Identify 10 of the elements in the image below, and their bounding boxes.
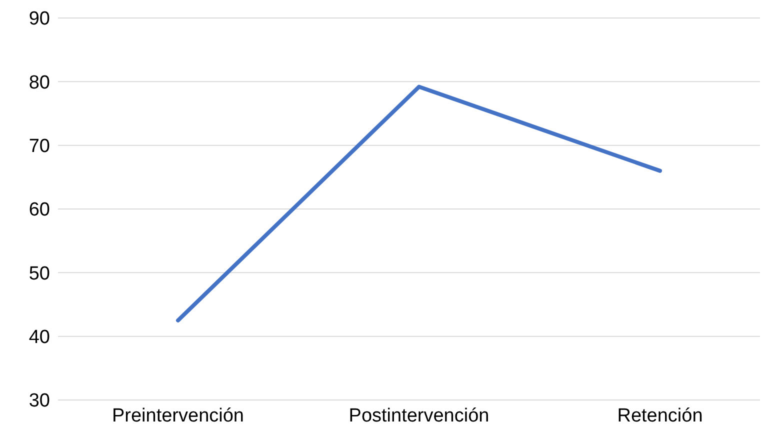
y-tick-label: 90 [28,8,50,30]
y-tick-label: 60 [28,200,50,221]
y-tick-label: 50 [28,263,50,284]
y-tick-label: 70 [28,136,50,158]
x-tick-label: Retención [617,405,703,426]
x-tick-label: Preintervención [112,405,244,426]
y-tick-label: 40 [28,327,50,348]
y-tick-label: 30 [28,390,50,412]
y-tick-label: 80 [28,72,50,94]
x-tick-label: Postintervención [348,405,490,426]
